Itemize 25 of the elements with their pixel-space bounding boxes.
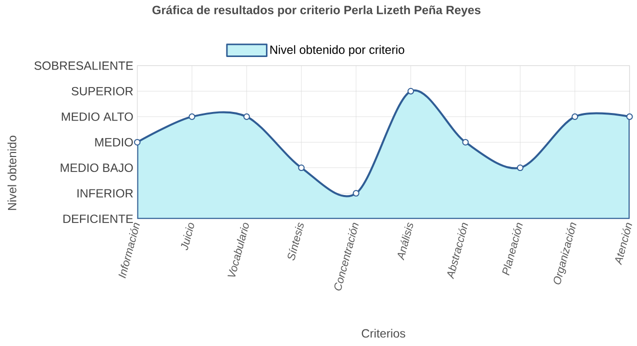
point xyxy=(243,113,250,120)
text: SUPERIOR xyxy=(72,86,133,96)
text: INFERIOR xyxy=(77,189,133,198)
point xyxy=(188,113,196,120)
x-tick-label: Atención xyxy=(615,222,632,266)
text: DEFICIENTE xyxy=(63,214,133,223)
point xyxy=(352,190,360,196)
text: MEDIO BAJO xyxy=(60,163,133,172)
point xyxy=(134,138,141,146)
text: MEDIO xyxy=(95,138,133,146)
point xyxy=(462,138,469,146)
point xyxy=(572,113,578,120)
text: Nivel obtenido xyxy=(8,136,16,210)
point xyxy=(408,88,414,94)
x-tick-label: Juicio xyxy=(181,222,194,250)
x-tick-label: Síntesis xyxy=(288,222,304,260)
legend-label: Nivel obtenido por criterio xyxy=(270,45,404,56)
point xyxy=(516,164,524,171)
text: SOBRESALIENTE xyxy=(34,61,133,70)
point xyxy=(626,113,633,120)
point xyxy=(298,164,305,171)
text: MEDIO ALTO xyxy=(62,112,133,121)
x-tick-label: Análisis xyxy=(398,222,414,260)
x-axis-title: Criterios xyxy=(362,328,406,338)
chart-title: Gráfica de resultados por criterio Perla Lizeth Peña Reyes xyxy=(152,5,480,17)
